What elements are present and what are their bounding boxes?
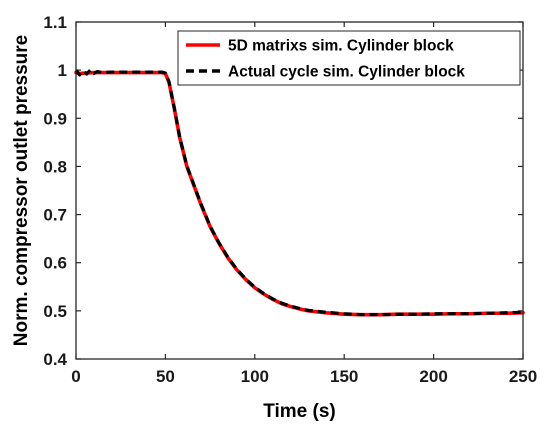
legend: 5D matrixs sim. Cylinder block Actual cy…: [177, 30, 521, 86]
x-tick-label: 50: [156, 367, 175, 386]
y-tick-label: 0.8: [43, 157, 67, 176]
x-tick-label: 100: [241, 367, 269, 386]
plot-frame: [75, 21, 524, 360]
y-axis-label: Norm. compressor outlet pressure: [11, 35, 32, 346]
x-axis-label: Time (s): [263, 401, 336, 422]
x-tick-label: 150: [330, 367, 358, 386]
x-tick-label: 250: [509, 367, 537, 386]
series-layer: [74, 68, 525, 317]
x-tick-labels: 0 50 100 150 200 250: [71, 367, 537, 386]
series-line-actual-cycle: [74, 68, 524, 317]
x-tick-label: 200: [419, 367, 447, 386]
y-tick-label: 0.4: [43, 350, 67, 369]
legend-label-actual-cycle: Actual cycle sim. Cylinder block: [228, 64, 465, 81]
legend-box: [177, 30, 521, 86]
y-tick-label: 0.6: [43, 254, 67, 273]
y-tick-label: 0.7: [43, 206, 67, 225]
y-tick-label: 0.5: [43, 302, 67, 321]
y-tick-label: 1: [58, 61, 67, 80]
y-tick-labels: 0.4 0.5 0.6 0.7 0.8 0.9 1 1.1: [43, 13, 67, 369]
legend-label-5d-matrixs: 5D matrixs sim. Cylinder block: [228, 38, 454, 55]
y-tick-label: 1.1: [43, 13, 67, 32]
y-tick-label: 0.9: [43, 109, 67, 128]
x-tick-label: 0: [71, 367, 80, 386]
